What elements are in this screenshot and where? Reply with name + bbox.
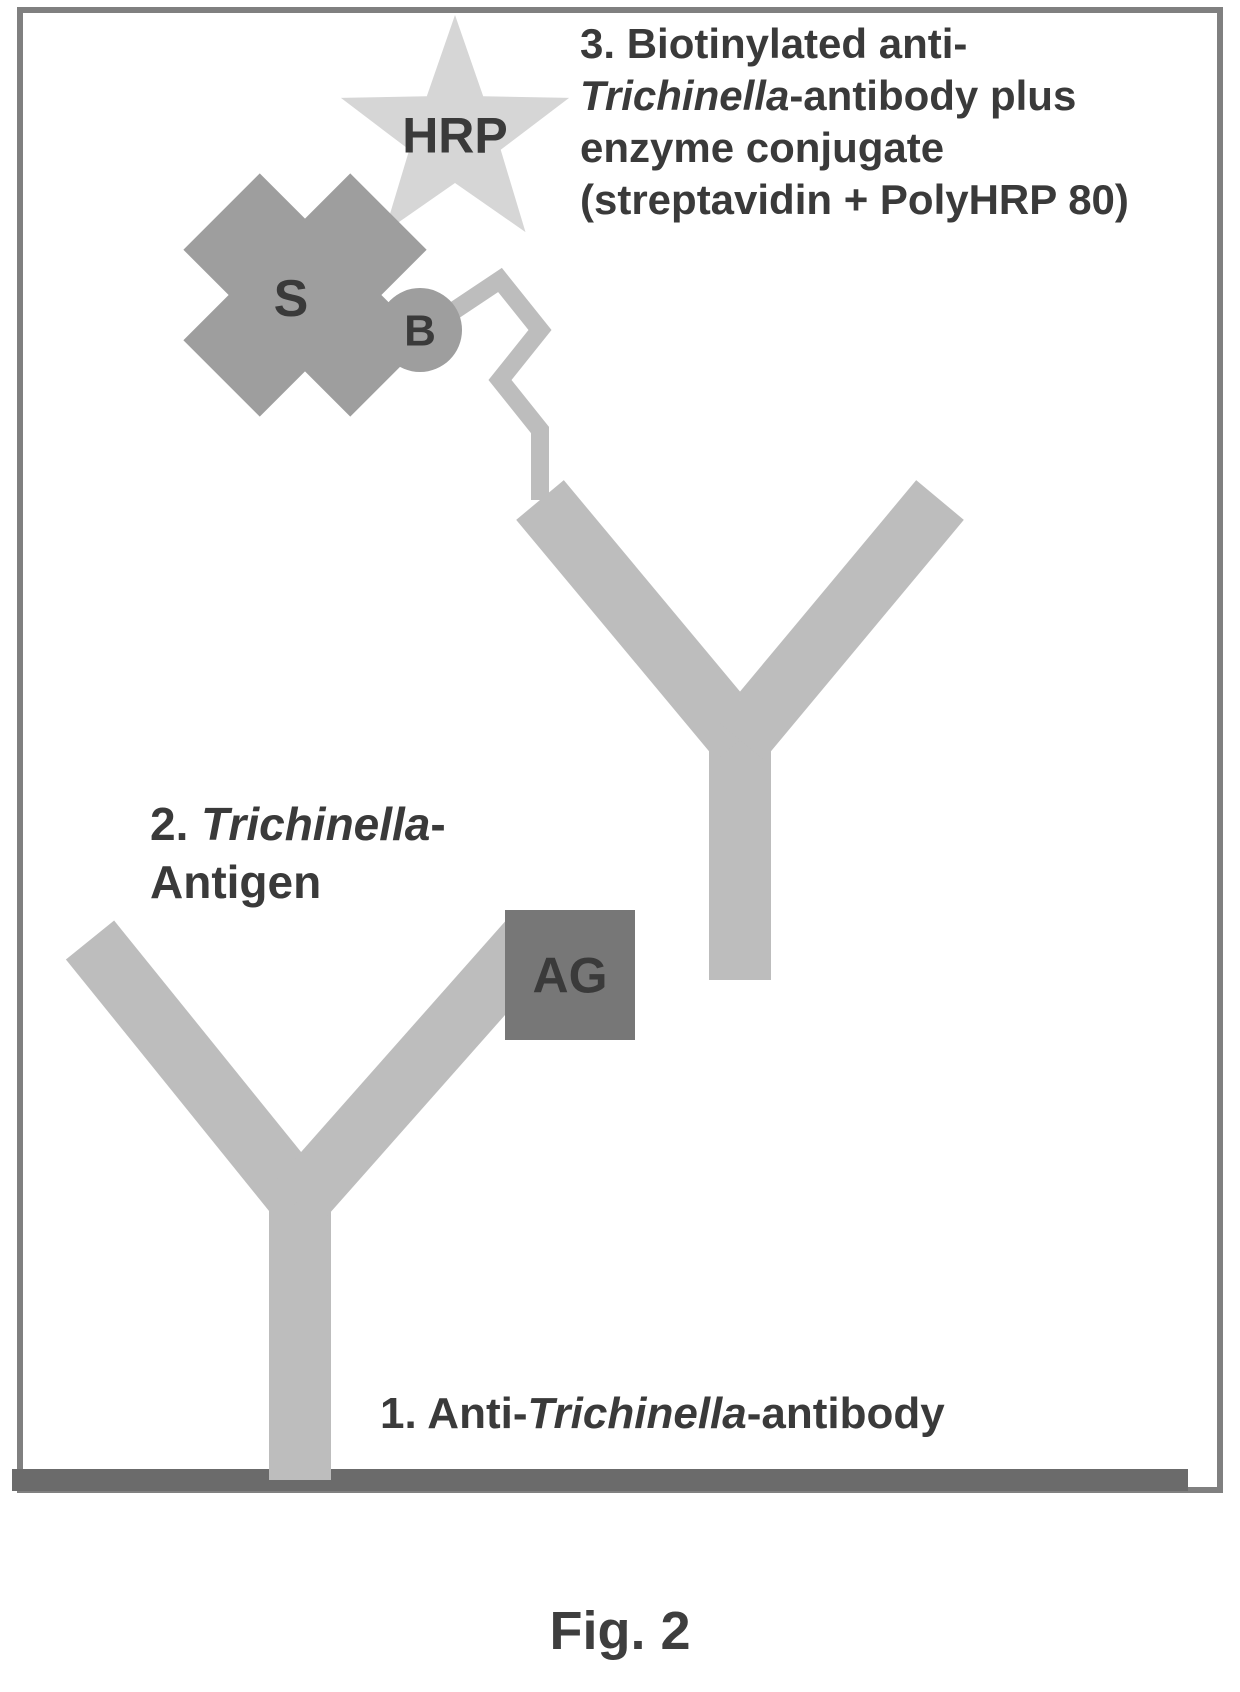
svg-text:1. Anti-Trichinella-antibody: 1. Anti-Trichinella-antibody	[380, 1389, 945, 1438]
streptavidin-label: S	[274, 270, 309, 328]
hrp-label: HRP	[402, 108, 508, 164]
figure-caption: Fig. 2	[0, 1600, 1240, 1662]
biotin-label: B	[404, 306, 436, 355]
svg-text:2. Trichinella-: 2. Trichinella-	[150, 798, 446, 850]
svg-text:enzyme conjugate: enzyme conjugate	[580, 124, 944, 171]
svg-text:Trichinella-antibody plus: Trichinella-antibody plus	[580, 72, 1076, 119]
svg-text:Antigen: Antigen	[150, 856, 321, 908]
biotin: B	[378, 288, 462, 372]
detection-antibody	[540, 500, 940, 980]
antigen: AG	[505, 910, 635, 1040]
diagram-svg: AG HRP S B 3. Biotinylated anti- Trichinella-…	[0, 0, 1240, 1687]
figure-page: AG HRP S B 3. Biotinylated anti- Trichinella-…	[0, 0, 1240, 1687]
svg-text:3. Biotinylated anti-: 3. Biotinylated anti-	[580, 20, 967, 67]
antigen-label: AG	[533, 948, 608, 1004]
panel-border	[20, 10, 1220, 1490]
svg-text:(streptavidin + PolyHRP 80): (streptavidin + PolyHRP 80)	[580, 176, 1129, 223]
